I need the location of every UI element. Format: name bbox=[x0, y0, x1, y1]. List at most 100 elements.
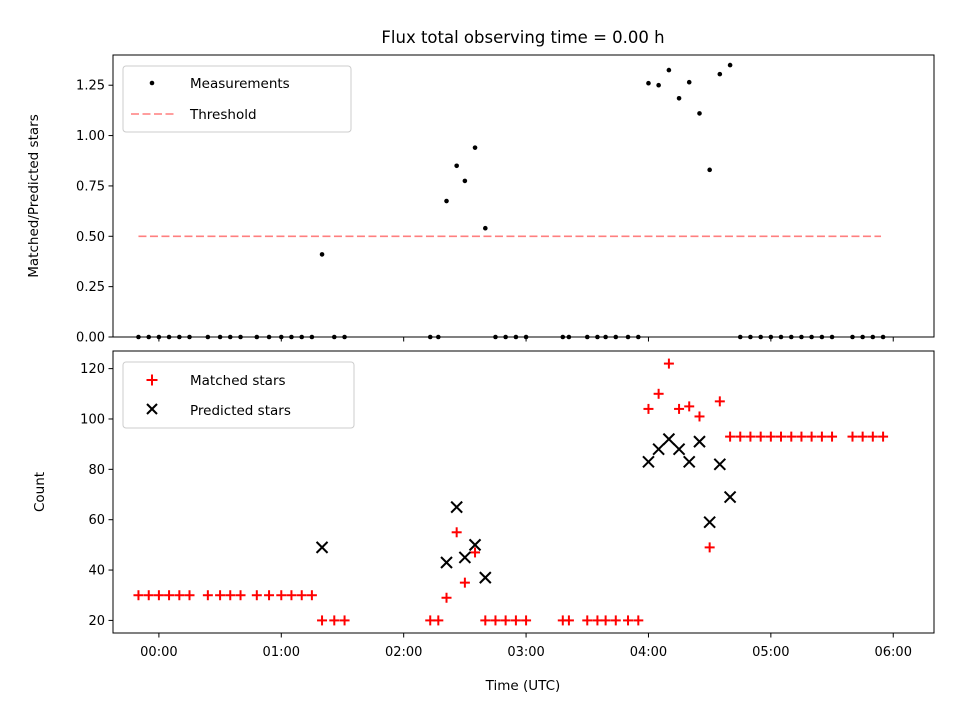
matched-star-point bbox=[633, 615, 644, 626]
matched-star-point bbox=[521, 615, 532, 626]
matched-star-point bbox=[276, 590, 287, 601]
legend-predicted-label: Predicted stars bbox=[190, 403, 291, 419]
matched-star-point bbox=[684, 401, 695, 412]
x-tick-label: 02:00 bbox=[385, 645, 422, 660]
matched-star-point bbox=[264, 590, 275, 601]
top-y-tick-label: 0.75 bbox=[76, 179, 105, 194]
measurement-point bbox=[187, 334, 192, 340]
measurement-point bbox=[646, 80, 651, 86]
bottom-y-tick-label: 100 bbox=[80, 412, 105, 427]
measurement-point bbox=[472, 145, 478, 150]
measurement-point bbox=[850, 334, 855, 340]
top-y-tick-label: 0.00 bbox=[76, 331, 105, 346]
bottom-legend: Matched stars Predicted stars bbox=[122, 361, 355, 429]
matched-star-point bbox=[296, 590, 307, 601]
matched-star-point bbox=[610, 615, 621, 626]
measurement-point bbox=[342, 334, 347, 340]
measurement-point bbox=[707, 167, 712, 173]
x-tick-label: 00:00 bbox=[140, 645, 177, 660]
matched-star-point bbox=[306, 590, 317, 601]
bottom-legend-box bbox=[122, 361, 355, 429]
predicted-star-point bbox=[683, 455, 696, 468]
matched-star-point bbox=[174, 590, 185, 601]
measurement-point bbox=[860, 334, 865, 340]
matched-star-point bbox=[857, 431, 868, 442]
measurement-point bbox=[331, 334, 337, 340]
matched-star-point bbox=[867, 431, 878, 442]
measurement-point bbox=[299, 334, 305, 340]
matched-star-point bbox=[694, 411, 705, 422]
matched-star-point bbox=[490, 615, 501, 626]
measurement-point bbox=[462, 178, 468, 184]
measurement-point bbox=[503, 334, 508, 340]
measurement-point bbox=[560, 334, 566, 340]
top-y-tick-label: 0.50 bbox=[76, 230, 105, 245]
bottom-y-axis: 20 40 60 80 100 120 bbox=[80, 362, 113, 629]
matched-star-point bbox=[202, 590, 213, 601]
measurement-point bbox=[809, 334, 814, 340]
matched-star-point bbox=[286, 590, 297, 601]
measurement-point bbox=[656, 82, 661, 88]
matched-star-point bbox=[500, 615, 511, 626]
measurement-point bbox=[748, 334, 753, 340]
measurement-point bbox=[238, 334, 243, 340]
predicted-star-point bbox=[315, 541, 329, 554]
matched-star-point bbox=[251, 590, 262, 601]
matched-star-point bbox=[451, 527, 462, 538]
bottom-y-axis-label: Count bbox=[32, 472, 48, 512]
measurement-point bbox=[205, 334, 211, 340]
measurement-point bbox=[737, 334, 743, 340]
matched-star-point bbox=[582, 615, 593, 626]
measurement-point bbox=[493, 334, 498, 340]
top-legend: Measurements Threshold bbox=[122, 65, 352, 133]
measurement-point bbox=[717, 71, 723, 77]
measurement-point bbox=[523, 334, 529, 340]
bottom-y-tick-label: 120 bbox=[80, 362, 105, 377]
matched-star-point bbox=[317, 615, 328, 626]
top-panel: 0.00 0.25 0.50 0.75 1.00 1.25 Matched/Predict… bbox=[26, 54, 935, 346]
matched-star-point bbox=[653, 388, 664, 399]
measurement-point bbox=[513, 334, 519, 340]
measurement-point bbox=[454, 163, 459, 169]
bottom-y-tick-label: 40 bbox=[88, 564, 105, 579]
matched-star-point bbox=[184, 590, 195, 601]
matched-star-point bbox=[235, 590, 246, 601]
measurement-point bbox=[266, 334, 272, 340]
matched-star-point bbox=[765, 431, 776, 442]
matched-star-point bbox=[704, 542, 715, 553]
top-legend-box bbox=[122, 65, 352, 133]
measurement-point bbox=[156, 334, 162, 340]
matched-stars-series bbox=[133, 358, 889, 626]
measurement-point bbox=[136, 334, 141, 340]
matched-star-point bbox=[623, 615, 634, 626]
predicted-star-point bbox=[713, 458, 727, 471]
predicted-star-point bbox=[652, 442, 665, 456]
measurement-point bbox=[584, 334, 590, 340]
predicted-star-point bbox=[723, 490, 737, 504]
measurement-point bbox=[880, 334, 886, 340]
measurement-point bbox=[758, 334, 763, 340]
matched-star-point bbox=[133, 590, 144, 601]
measurement-point bbox=[227, 334, 233, 340]
measurement-point bbox=[217, 334, 223, 340]
legend-predicted-marker bbox=[146, 403, 158, 415]
matched-star-point bbox=[827, 431, 838, 442]
top-y-axis-label: Matched/Predicted stars bbox=[26, 114, 42, 277]
top-y-tick-label: 1.25 bbox=[76, 79, 105, 94]
predicted-star-point bbox=[693, 435, 706, 448]
legend-matched-marker bbox=[146, 374, 158, 386]
legend-threshold-label: Threshold bbox=[189, 107, 257, 123]
matched-star-point bbox=[215, 590, 226, 601]
matched-star-point bbox=[480, 615, 491, 626]
measurement-point bbox=[870, 334, 876, 340]
legend-matched-label: Matched stars bbox=[190, 373, 286, 389]
measurement-point bbox=[483, 225, 488, 231]
matched-star-point bbox=[433, 615, 444, 626]
x-tick-label: 05:00 bbox=[752, 645, 789, 660]
matched-star-point bbox=[725, 431, 736, 442]
predicted-star-point bbox=[458, 551, 472, 564]
matched-star-point bbox=[714, 396, 725, 407]
measurement-point bbox=[613, 334, 619, 340]
x-tick-label: 06:00 bbox=[875, 645, 912, 660]
measurement-point bbox=[686, 79, 692, 85]
